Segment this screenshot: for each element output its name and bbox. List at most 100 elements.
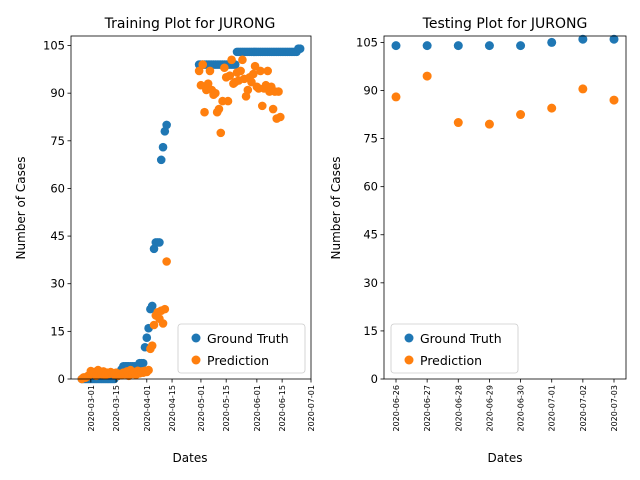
prediction-point — [144, 365, 153, 375]
testing-y-axis-label: Number of Cases — [329, 156, 343, 259]
prediction-point — [149, 320, 159, 330]
ground-truth-point — [155, 238, 164, 247]
x-tick-label: 2020-06-27 — [423, 385, 432, 432]
x-tick-label: 2020-07-03 — [610, 385, 619, 432]
y-tick-label: 90 — [50, 86, 65, 100]
prediction-point — [391, 92, 401, 102]
x-tick-label: 2020-04-15 — [168, 385, 177, 432]
x-tick-label: 2020-06-01 — [253, 385, 262, 432]
ground-truth-point — [547, 37, 557, 47]
prediction-point — [256, 66, 265, 76]
prediction-point — [248, 69, 258, 79]
x-tick-label: 2020-07-02 — [579, 385, 588, 432]
training-legend-prediction-marker — [191, 355, 201, 365]
testing-chart: Testing Plot for JURONG 0 15 30 45 60 75 90 105… — [329, 16, 627, 465]
ground-truth-point — [422, 41, 432, 51]
prediction-point — [484, 119, 494, 129]
prediction-point — [203, 79, 213, 88]
prediction-point — [225, 71, 235, 80]
ground-truth-point — [516, 41, 526, 51]
training-x-axis-label: Dates — [173, 451, 208, 465]
ground-truth-point — [147, 301, 157, 311]
y-tick-label: 30 — [50, 277, 65, 291]
prediction-point — [257, 101, 267, 111]
y-tick-label: 45 — [50, 229, 65, 243]
training-chart-title: Training Plot for JURONG — [104, 16, 276, 32]
testing-legend: Ground Truth Prediction — [390, 323, 519, 374]
prediction-point — [276, 112, 285, 122]
training-legend-ground-truth-marker — [191, 333, 201, 343]
ground-truth-point — [142, 333, 152, 343]
y-tick-label: 15 — [50, 324, 65, 338]
testing-chart-title: Testing Plot for JURONG — [422, 16, 588, 32]
prediction-point — [609, 95, 619, 105]
x-tick-label: 2020-06-15 — [278, 385, 287, 432]
prediction-point — [238, 55, 247, 65]
prediction-point — [216, 128, 226, 138]
y-tick-label: 75 — [50, 134, 65, 148]
training-legend-box — [177, 323, 306, 374]
y-tick-label: 105 — [356, 35, 378, 49]
x-tick-label: 2020-05-01 — [197, 385, 206, 432]
prediction-point — [263, 66, 272, 76]
testing-x-axis-label: Dates — [488, 451, 523, 465]
y-tick-label: 105 — [43, 39, 65, 53]
x-tick-label: 2020-06-30 — [517, 385, 526, 432]
testing-legend-prediction-marker — [404, 355, 414, 365]
training-legend: Ground Truth Prediction — [177, 323, 306, 374]
ground-truth-point — [138, 358, 148, 368]
ground-truth-point — [609, 34, 619, 44]
training-y-axis-label: Number of Cases — [14, 156, 28, 259]
prediction-point — [211, 88, 220, 98]
prediction-point — [220, 63, 229, 73]
prediction-point — [547, 103, 557, 113]
y-tick-label: 60 — [363, 180, 378, 194]
y-tick-label: 75 — [363, 132, 378, 146]
prediction-point — [453, 118, 463, 128]
ground-truth-point — [578, 34, 588, 44]
ground-truth-point — [162, 120, 171, 130]
ground-truth-point — [484, 41, 494, 51]
y-tick-label: 15 — [363, 324, 378, 338]
y-tick-label: 60 — [50, 181, 65, 195]
testing-legend-prediction-label: Prediction — [420, 353, 482, 368]
prediction-point — [516, 110, 526, 120]
x-tick-label: 2020-07-01 — [307, 385, 316, 432]
training-legend-prediction-label: Prediction — [207, 353, 269, 368]
y-tick-label: 30 — [363, 276, 378, 290]
x-tick-label: 2020-06-29 — [485, 385, 494, 432]
prediction-point — [147, 341, 157, 350]
testing-legend-box — [390, 323, 519, 374]
prediction-point — [200, 107, 209, 117]
prediction-point — [214, 104, 224, 114]
ground-truth-point — [453, 41, 463, 51]
y-tick-label: 90 — [363, 83, 378, 97]
prediction-point — [205, 66, 215, 76]
x-tick-label: 2020-06-28 — [454, 385, 463, 432]
x-tick-label: 2020-06-26 — [392, 385, 401, 432]
prediction-point — [268, 104, 278, 114]
x-tick-label: 2020-03-01 — [87, 385, 96, 432]
x-tick-label: 2020-05-15 — [222, 385, 231, 432]
prediction-point — [223, 96, 233, 106]
prediction-point — [158, 319, 168, 328]
ground-truth-point — [391, 41, 401, 51]
prediction-point — [274, 87, 283, 96]
prediction-point — [194, 66, 204, 76]
x-tick-label: 2020-07-01 — [548, 385, 557, 432]
training-chart: Training Plot for JURONG 0 15 30 45 60 75 90 10… — [14, 16, 316, 465]
prediction-point — [236, 66, 245, 76]
prediction-point — [198, 60, 208, 69]
ground-truth-point — [156, 155, 166, 165]
x-tick-label: 2020-04-01 — [143, 385, 152, 432]
y-tick-label: 45 — [363, 228, 378, 242]
prediction-point — [160, 304, 170, 314]
training-legend-ground-truth-label: Ground Truth — [207, 331, 289, 346]
prediction-point — [243, 85, 253, 95]
x-tick-label: 2020-03-15 — [112, 385, 121, 432]
testing-legend-ground-truth-marker — [404, 333, 414, 343]
y-tick-label: 0 — [371, 372, 378, 386]
testing-plot-frame — [383, 35, 627, 380]
y-tick-label: 0 — [58, 372, 65, 386]
